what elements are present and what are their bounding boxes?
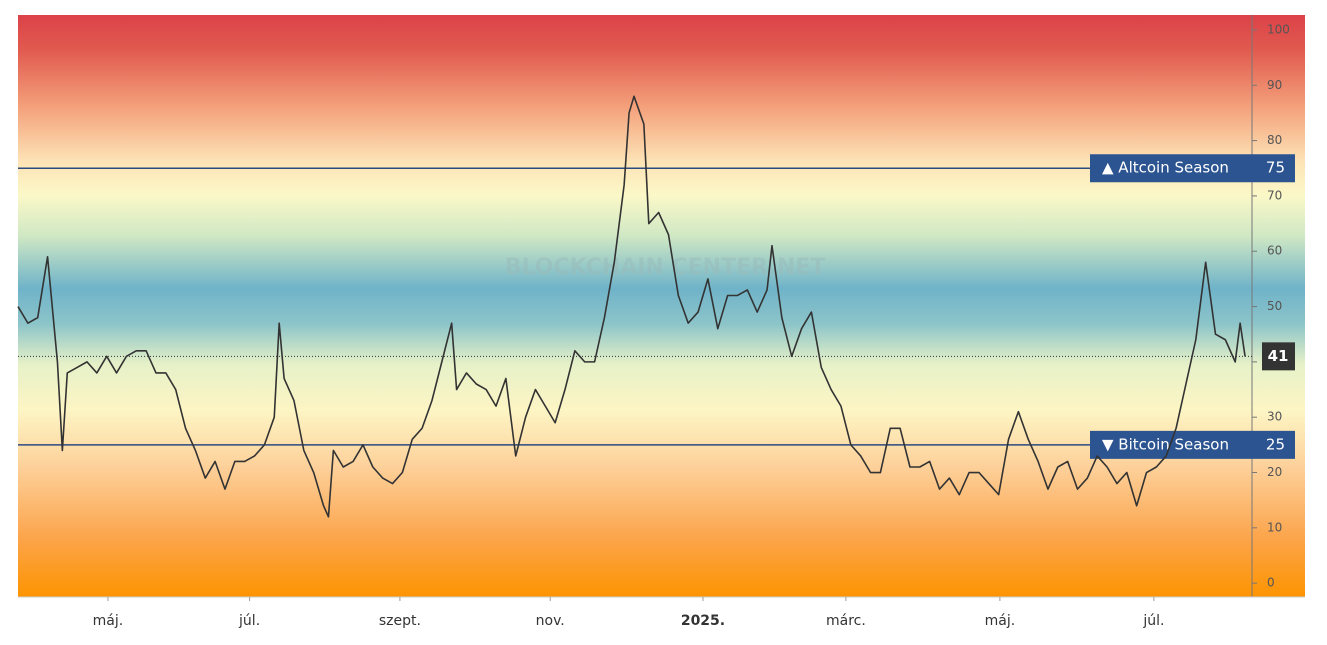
y-tick-label: 90 xyxy=(1267,78,1282,92)
threshold-box xyxy=(1090,154,1295,183)
watermark: BLOCKCHAIN CENTER.NET xyxy=(505,255,826,280)
y-tick-label: 80 xyxy=(1267,133,1282,147)
y-tick-label: 20 xyxy=(1267,465,1282,479)
x-tick-label: máj. xyxy=(985,613,1016,629)
y-tick-label: 60 xyxy=(1267,244,1282,258)
last-value-box xyxy=(1262,342,1295,371)
threshold-value: 25 xyxy=(1266,435,1285,453)
x-tick-label: nov. xyxy=(536,613,565,629)
x-tick-label: júl. xyxy=(238,613,260,629)
x-tick-label: júl. xyxy=(1142,613,1164,629)
x-tick-label: 2025. xyxy=(681,613,725,629)
x-tick-label: szept. xyxy=(379,613,421,629)
x-tick-label: márc. xyxy=(826,613,866,629)
threshold-label: ▼ Bitcoin Season xyxy=(1102,435,1229,453)
y-tick-label: 0 xyxy=(1267,576,1275,590)
threshold-label: ▲ Altcoin Season xyxy=(1102,159,1229,177)
x-tick-label: máj. xyxy=(93,613,124,629)
threshold-box xyxy=(1090,430,1295,459)
y-tick-label: 30 xyxy=(1267,410,1282,424)
last-value-label: 41 xyxy=(1268,347,1289,365)
y-tick-label: 70 xyxy=(1267,188,1282,202)
y-tick-label: 10 xyxy=(1267,520,1282,534)
series-line xyxy=(17,95,1246,518)
threshold-value: 75 xyxy=(1266,159,1285,177)
y-tick-label: 100 xyxy=(1267,22,1290,36)
plot-background xyxy=(18,15,1305,597)
y-tick-label: 50 xyxy=(1267,299,1282,313)
